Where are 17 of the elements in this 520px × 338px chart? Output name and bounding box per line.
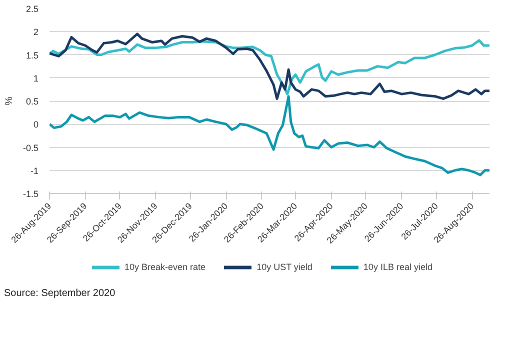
y-tick-label: 0 — [33, 120, 39, 130]
y-tick-label: 1.5 — [26, 50, 39, 60]
line-series — [50, 32, 490, 100]
line-series — [50, 95, 490, 176]
legend-label: 10y Break-even rate — [124, 262, 206, 272]
y-tick-label: 2.5 — [26, 4, 39, 14]
y-tick-label: 2 — [33, 27, 39, 38]
y-tick-label: 1 — [33, 73, 39, 84]
source-note: Source: September 2020 — [4, 287, 116, 301]
y-tick-label: 0.5 — [26, 96, 39, 106]
legend-label: 10y UST yield — [256, 262, 312, 272]
y-tick-label: -0.5 — [22, 142, 39, 153]
y-tick-label: -1 — [30, 166, 39, 176]
legend-label: 10y ILB real yield — [363, 262, 432, 272]
line-series — [50, 39, 490, 96]
y-axis-title: % — [4, 96, 15, 106]
y-tick-label: -1.5 — [22, 189, 39, 199]
